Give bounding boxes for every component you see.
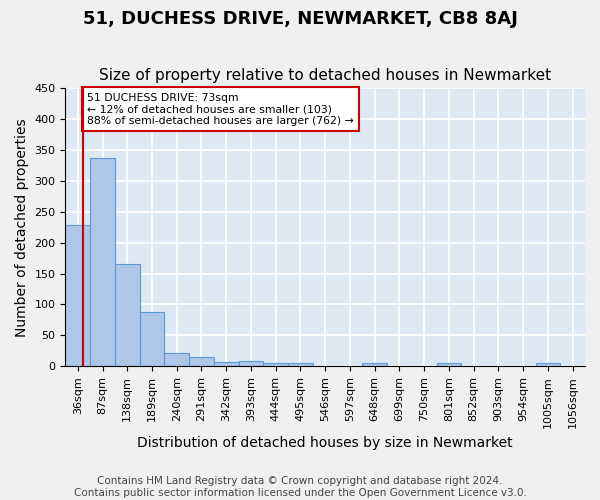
Bar	[437, 363, 461, 366]
Bar	[90, 158, 115, 366]
Bar	[536, 363, 560, 366]
Text: 51 DUCHESS DRIVE: 73sqm
← 12% of detached houses are smaller (103)
88% of semi-d: 51 DUCHESS DRIVE: 73sqm ← 12% of detache…	[87, 92, 354, 126]
Text: 51, DUCHESS DRIVE, NEWMARKET, CB8 8AJ: 51, DUCHESS DRIVE, NEWMARKET, CB8 8AJ	[83, 10, 517, 28]
X-axis label: Distribution of detached houses by size in Newmarket: Distribution of detached houses by size …	[137, 436, 513, 450]
Text: Contains HM Land Registry data © Crown copyright and database right 2024.
Contai: Contains HM Land Registry data © Crown c…	[74, 476, 526, 498]
Bar	[140, 312, 164, 366]
Bar	[214, 362, 239, 366]
Bar	[239, 362, 263, 366]
Bar	[115, 264, 140, 366]
Bar	[65, 226, 90, 366]
Bar	[189, 357, 214, 366]
Title: Size of property relative to detached houses in Newmarket: Size of property relative to detached ho…	[99, 68, 551, 83]
Bar	[164, 353, 189, 366]
Bar	[362, 363, 387, 366]
Y-axis label: Number of detached properties: Number of detached properties	[15, 118, 29, 336]
Bar	[288, 363, 313, 366]
Bar	[263, 363, 288, 366]
